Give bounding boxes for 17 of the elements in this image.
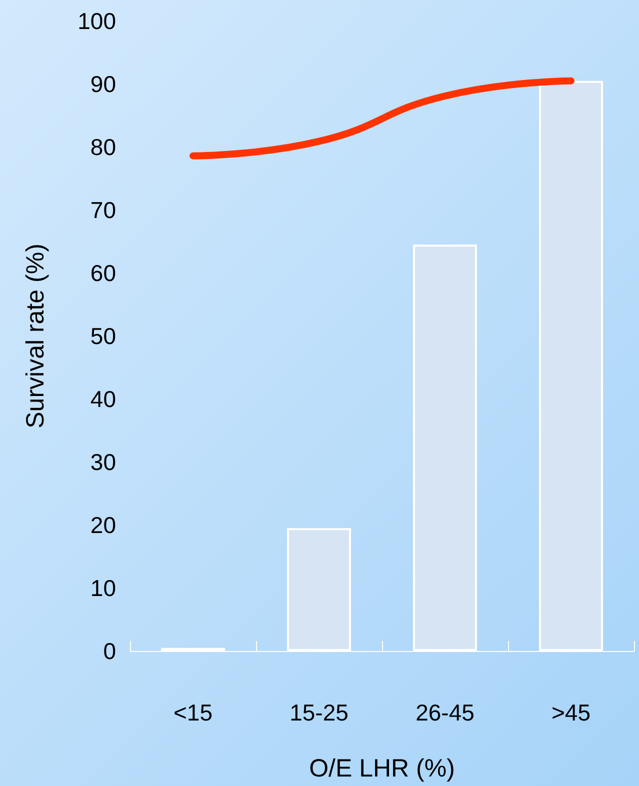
y-tick-label: 70 [90, 197, 116, 223]
x-tick-label: 15-25 [290, 700, 348, 726]
x-tick-label: 26-45 [416, 700, 474, 726]
y-tick-label: 10 [90, 575, 116, 601]
x-axis-title: O/E LHR (%) [309, 754, 455, 782]
y-tick-label: 60 [90, 260, 116, 286]
y-tick-label: 40 [90, 386, 116, 412]
y-tick-label: 0 [103, 638, 116, 664]
x-tick-label: <15 [173, 700, 213, 726]
y-tick-label: 20 [90, 512, 116, 538]
y-tick-label: 50 [90, 323, 116, 349]
x-tick-label: >45 [551, 700, 591, 726]
y-tick-label: 100 [78, 8, 116, 34]
y-tick-label: 80 [90, 134, 116, 160]
y-tick-label: 90 [90, 71, 116, 97]
y-tick-label: 30 [90, 449, 116, 475]
y-axis-title: Survival rate (%) [22, 244, 50, 428]
